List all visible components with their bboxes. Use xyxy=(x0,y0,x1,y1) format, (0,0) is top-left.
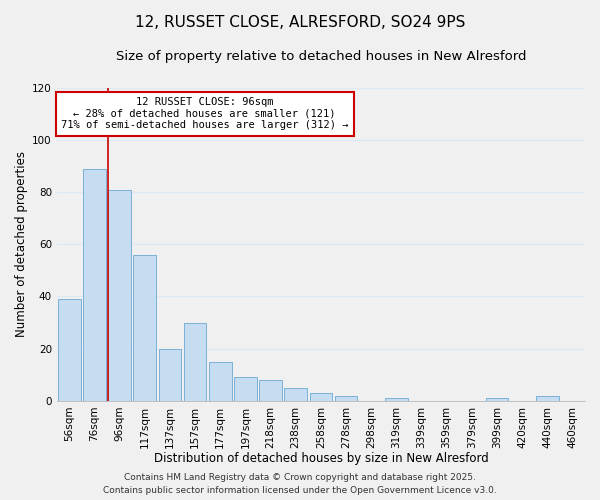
Bar xyxy=(58,299,80,401)
Bar xyxy=(310,393,332,401)
Bar xyxy=(109,190,131,401)
Bar xyxy=(335,396,358,401)
Bar xyxy=(485,398,508,401)
Title: Size of property relative to detached houses in New Alresford: Size of property relative to detached ho… xyxy=(116,50,526,63)
X-axis label: Distribution of detached houses by size in New Alresford: Distribution of detached houses by size … xyxy=(154,452,488,465)
Text: 12, RUSSET CLOSE, ALRESFORD, SO24 9PS: 12, RUSSET CLOSE, ALRESFORD, SO24 9PS xyxy=(135,15,465,30)
Bar xyxy=(536,396,559,401)
Bar xyxy=(259,380,282,401)
Bar xyxy=(158,348,181,401)
Bar xyxy=(133,254,156,401)
Bar xyxy=(234,378,257,401)
Bar xyxy=(83,168,106,401)
Bar xyxy=(385,398,407,401)
Bar xyxy=(184,322,206,401)
Bar xyxy=(209,362,232,401)
Text: Contains HM Land Registry data © Crown copyright and database right 2025.
Contai: Contains HM Land Registry data © Crown c… xyxy=(103,474,497,495)
Y-axis label: Number of detached properties: Number of detached properties xyxy=(15,152,28,338)
Bar xyxy=(284,388,307,401)
Text: 12 RUSSET CLOSE: 96sqm
← 28% of detached houses are smaller (121)
71% of semi-de: 12 RUSSET CLOSE: 96sqm ← 28% of detached… xyxy=(61,97,349,130)
